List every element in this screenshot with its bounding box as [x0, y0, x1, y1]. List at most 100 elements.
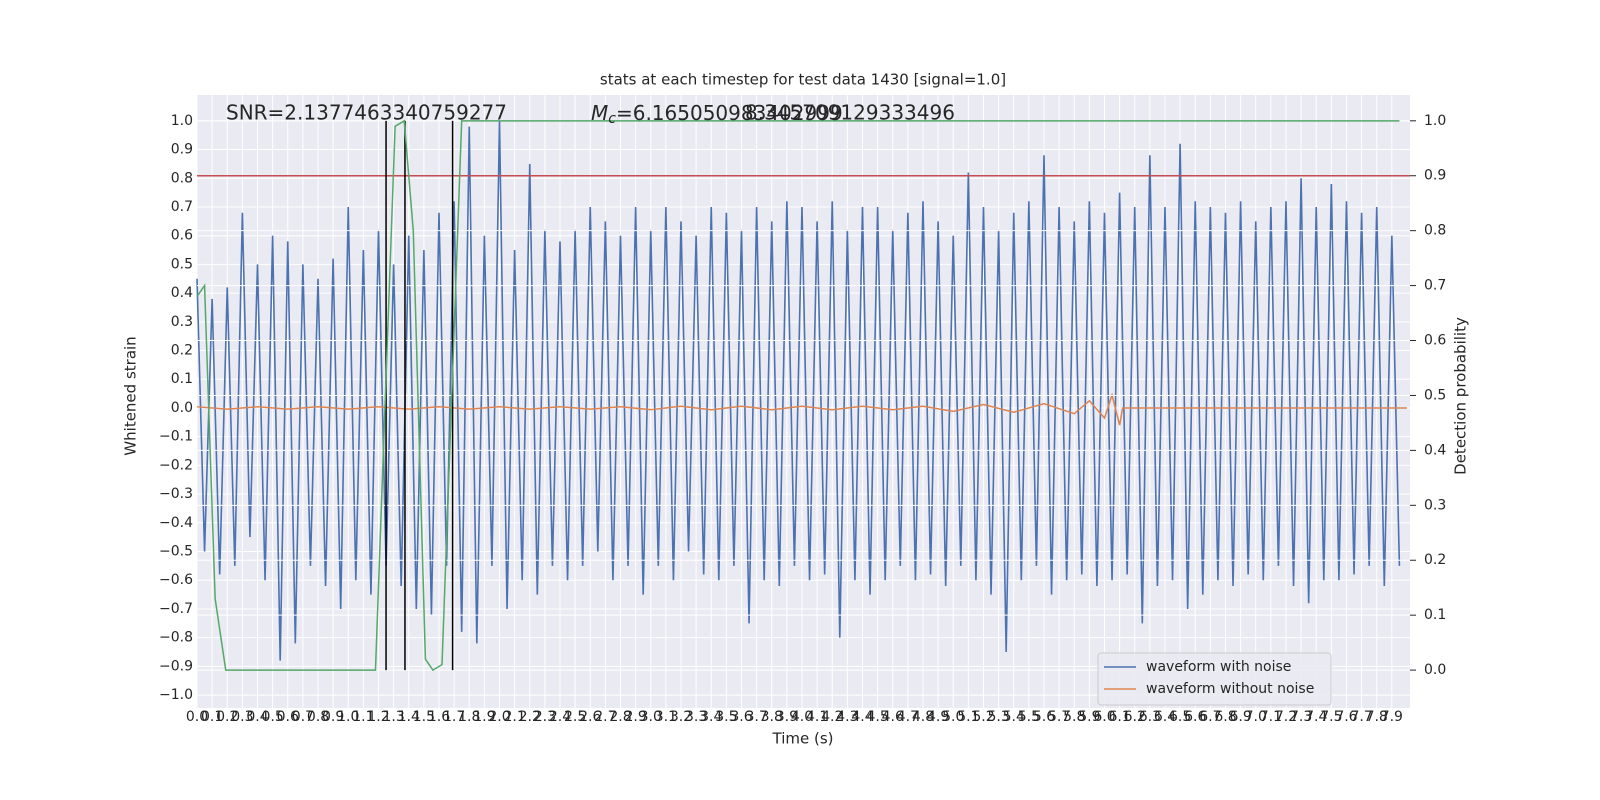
legend: waveform with noise waveform without nois…	[1097, 652, 1332, 706]
x-tick-label: 1.6	[428, 709, 450, 725]
x-tick-label: 1.2	[367, 709, 389, 725]
x-tick-label: 1.0	[337, 709, 359, 725]
y-tick-label: −0.1	[159, 429, 193, 445]
x-tick-label: 4.9	[927, 709, 949, 725]
x-tick-label: 5.2	[972, 709, 994, 725]
x-tick-label: 1.3	[382, 709, 404, 725]
x-tick-label: 2.2	[519, 709, 541, 725]
x-tick-label: 5.0	[942, 709, 964, 725]
x-tick-label: 3.6	[730, 709, 752, 725]
x-tick-label: 5.4	[1003, 709, 1025, 725]
series-line	[196, 119, 1400, 672]
y-tick-label: 0.8	[171, 170, 193, 186]
y-tick-label: 0.0	[171, 400, 193, 416]
x-tick-label: 4.0	[791, 709, 813, 725]
y-tick-label: −0.7	[159, 601, 193, 617]
x-tick-label: 6.2	[1124, 709, 1146, 725]
x-tick-label: 1.8	[458, 709, 480, 725]
y2-tick-label: 0.2	[1424, 552, 1446, 568]
x-tick-label: 6.4	[1154, 709, 1176, 725]
y2-tick-label: 0.5	[1424, 387, 1446, 403]
x-tick-label: 4.2	[821, 709, 843, 725]
annotation-subscript: c	[608, 111, 616, 127]
y2-tick-label: 0.6	[1424, 333, 1446, 349]
y2-tick-label: 0.8	[1424, 223, 1446, 239]
x-tick-label: 7.0	[1245, 709, 1267, 725]
x-tick-label: 4.4	[851, 709, 873, 725]
legend-box	[1097, 652, 1332, 706]
x-tick-label: 6.3	[1139, 709, 1161, 725]
series-line	[196, 392, 1407, 426]
x-tick-label: 4.6	[882, 709, 904, 725]
x-tick-label: 0.1	[201, 709, 223, 725]
x-tick-label: 5.6	[1033, 709, 1055, 725]
y-tick-label: −0.5	[159, 544, 193, 560]
x-tick-label: 0.2	[216, 709, 238, 725]
x-tick-label: 6.5	[1169, 709, 1191, 725]
y2-tick-label: 0.3	[1424, 497, 1446, 513]
x-tick-label: 3.3	[685, 709, 707, 725]
y-tick-label: −0.4	[159, 515, 193, 531]
x-tick-label: 6.0	[1093, 709, 1115, 725]
x-axis-label: Time (s)	[772, 730, 834, 748]
x-tick-label: 4.3	[836, 709, 858, 725]
annotation-text: =6.165050983402999	[616, 101, 843, 125]
x-tick-label: 2.5	[564, 709, 586, 725]
x-tick-label: 0.6	[277, 709, 299, 725]
annotation: SNR=2.1377463340759277	[226, 101, 507, 125]
x-tick-label: 1.7	[443, 709, 465, 725]
marks	[196, 119, 1410, 672]
legend-label: waveform with noise	[1146, 659, 1291, 675]
x-tick-label: 6.6	[1184, 709, 1206, 725]
x-tick-label: 3.1	[655, 709, 677, 725]
y2-axis-label: Detection probability	[1452, 317, 1470, 475]
x-tick-label: 6.1	[1108, 709, 1130, 725]
plot-background	[197, 95, 1410, 708]
x-tick-label: 7.7	[1350, 709, 1372, 725]
x-tick-label: 7.6	[1335, 709, 1357, 725]
x-tick-label: 5.8	[1063, 709, 1085, 725]
y2-tick-label: 0.4	[1424, 442, 1446, 458]
y-tick-label: −0.2	[159, 457, 193, 473]
y-tick-label: −1.0	[159, 687, 193, 703]
x-tick-label: 7.8	[1366, 709, 1388, 725]
x-tick-label: 5.1	[957, 709, 979, 725]
x-tick-label: 0.0	[186, 709, 208, 725]
legend-label: waveform without noise	[1146, 681, 1314, 697]
annotation: 8.345709129333496	[745, 101, 955, 125]
x-tick-label: 2.3	[534, 709, 556, 725]
x-tick-label: 0.8	[307, 709, 329, 725]
x-tick-label: 3.0	[640, 709, 662, 725]
x-tick-label: 6.8	[1214, 709, 1236, 725]
x-tick-label: 6.7	[1199, 709, 1221, 725]
x-tick-label: 1.5	[413, 709, 435, 725]
x-tick-label: 5.7	[1048, 709, 1070, 725]
y-tick-label: 0.3	[171, 314, 193, 330]
x-tick-label: 7.4	[1305, 709, 1327, 725]
x-tick-label: 0.3	[231, 709, 253, 725]
y-tick-label: −0.8	[159, 630, 193, 646]
y2-tick-label: 0.7	[1424, 278, 1446, 294]
y2-tick-label: 0.1	[1424, 607, 1446, 623]
x-tick-label: 0.7	[292, 709, 314, 725]
x-tick-label: 4.5	[866, 709, 888, 725]
x-tick-label: 3.8	[761, 709, 783, 725]
x-tick-label: 0.4	[246, 709, 268, 725]
y-tick-label: 0.9	[171, 142, 193, 158]
x-tick-label: 1.4	[398, 709, 420, 725]
x-tick-label: 4.8	[912, 709, 934, 725]
x-tick-label: 5.3	[987, 709, 1009, 725]
x-tick-label: 2.1	[503, 709, 525, 725]
x-tick-label: 2.8	[609, 709, 631, 725]
x-tick-label: 3.9	[776, 709, 798, 725]
x-tick-label: 2.0	[488, 709, 510, 725]
y-tick-label: 0.7	[171, 199, 193, 215]
y-tick-label: 0.5	[171, 256, 193, 272]
y-tick-label: 0.4	[171, 285, 193, 301]
x-tick-label: 5.5	[1018, 709, 1040, 725]
y2-tick-label: 1.0	[1424, 113, 1446, 129]
x-tick-label: 7.9	[1381, 709, 1403, 725]
y-tick-label: 1.0	[171, 113, 193, 129]
